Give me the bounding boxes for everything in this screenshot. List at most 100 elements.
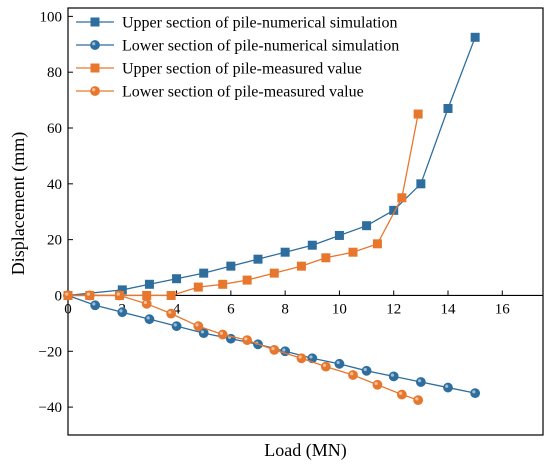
data-point bbox=[63, 290, 73, 301]
data-point bbox=[361, 365, 372, 376]
x-tick-label: 14 bbox=[441, 301, 457, 317]
data-point-highlight bbox=[143, 300, 148, 305]
data-point-highlight bbox=[173, 323, 177, 327]
x-tick-label: 0 bbox=[64, 301, 72, 317]
data-point-highlight bbox=[445, 384, 449, 388]
data-point bbox=[396, 389, 407, 400]
data-point bbox=[193, 282, 203, 292]
x-axis-title: Load (MN) bbox=[264, 440, 346, 461]
data-point bbox=[218, 279, 228, 289]
x-tick-label: 6 bbox=[227, 301, 235, 317]
data-point bbox=[269, 344, 280, 355]
y-tick-label: 40 bbox=[47, 177, 62, 193]
data-point-highlight bbox=[398, 391, 403, 395]
data-point-highlight bbox=[363, 367, 367, 372]
legend-marker bbox=[90, 40, 100, 50]
data-point bbox=[199, 268, 209, 278]
data-point bbox=[413, 109, 423, 119]
legend-label: Lower section of pile-measured value bbox=[122, 84, 364, 101]
data-point-highlight bbox=[119, 309, 123, 313]
data-point bbox=[348, 370, 358, 380]
data-point bbox=[117, 285, 127, 295]
y-axis-title: Displacement (mm) bbox=[8, 132, 29, 275]
data-point-highlight bbox=[86, 292, 91, 296]
y-tick-label: 60 bbox=[47, 121, 62, 137]
data-point bbox=[388, 371, 399, 382]
data-point bbox=[172, 274, 182, 284]
x-tick-label: 10 bbox=[332, 301, 347, 317]
data-point bbox=[296, 261, 306, 271]
data-point bbox=[397, 193, 407, 203]
data-point-highlight bbox=[322, 363, 327, 367]
legend-marker bbox=[90, 17, 100, 27]
data-point bbox=[280, 247, 290, 257]
data-point bbox=[166, 290, 176, 300]
data-point bbox=[372, 239, 382, 249]
x-tick-label: 16 bbox=[495, 301, 511, 317]
y-tick-label: 0 bbox=[55, 288, 63, 304]
data-point-highlight bbox=[282, 348, 286, 352]
data-point-highlight bbox=[195, 323, 199, 327]
data-point bbox=[141, 298, 152, 309]
data-point-highlight bbox=[390, 373, 395, 377]
data-point-highlight bbox=[417, 379, 422, 383]
data-point bbox=[443, 382, 453, 393]
data-point bbox=[372, 379, 383, 390]
data-point bbox=[320, 361, 331, 372]
y-tick-label: −40 bbox=[39, 400, 62, 416]
data-point bbox=[389, 205, 399, 215]
data-point-highlight bbox=[309, 355, 313, 359]
data-point-highlight bbox=[168, 310, 172, 314]
legend-item-2: Lower section of pile-numerical simulati… bbox=[76, 38, 399, 55]
data-point-highlight bbox=[271, 346, 275, 351]
series-line bbox=[68, 113, 419, 297]
legend-label: Upper section of pile-numerical simulati… bbox=[122, 15, 397, 32]
data-point bbox=[253, 254, 263, 264]
data-point bbox=[193, 321, 204, 332]
data-point bbox=[144, 279, 154, 289]
data-point bbox=[242, 335, 253, 346]
data-point bbox=[362, 221, 372, 231]
data-point-highlight bbox=[415, 397, 419, 401]
x-tick-label: 8 bbox=[281, 301, 289, 317]
x-tick-label: 12 bbox=[386, 301, 401, 317]
data-point bbox=[117, 307, 128, 318]
data-point bbox=[242, 275, 252, 285]
data-point bbox=[296, 353, 307, 364]
legend-item-4: Lower section of pile-measured value bbox=[76, 84, 364, 101]
data-point-highlight bbox=[298, 355, 302, 359]
x-axis-ticks: 0246810121416 bbox=[64, 290, 510, 317]
data-point bbox=[443, 103, 453, 113]
data-point bbox=[334, 230, 344, 240]
y-axis-ticks: −40 −20 0 20 40 60 80 100 bbox=[39, 9, 73, 416]
data-point-highlight bbox=[200, 330, 205, 334]
data-point bbox=[321, 253, 331, 263]
series-1 bbox=[63, 32, 480, 300]
y-tick-label: −20 bbox=[39, 344, 62, 360]
data-point-highlight bbox=[244, 337, 248, 341]
legend-label: Lower section of pile-numerical simulati… bbox=[122, 38, 399, 55]
data-point bbox=[470, 388, 481, 399]
legend-marker-highlight bbox=[92, 88, 96, 92]
data-point bbox=[226, 261, 236, 271]
data-point-highlight bbox=[92, 302, 96, 306]
data-point bbox=[307, 240, 317, 250]
data-point bbox=[470, 32, 480, 42]
data-point-highlight bbox=[336, 360, 340, 365]
data-point bbox=[413, 395, 424, 406]
data-point bbox=[415, 377, 426, 387]
y-tick-label: 100 bbox=[40, 9, 63, 25]
data-point bbox=[334, 358, 345, 369]
data-point bbox=[144, 314, 155, 325]
legend-label: Upper section of pile-measured value bbox=[122, 61, 362, 78]
data-point bbox=[114, 290, 125, 301]
series-layer bbox=[63, 32, 481, 406]
data-point bbox=[348, 247, 358, 257]
data-point-highlight bbox=[146, 316, 150, 320]
data-point-highlight bbox=[374, 381, 378, 386]
data-point-highlight bbox=[472, 390, 476, 394]
data-point-highlight bbox=[116, 292, 120, 296]
y-tick-label: 20 bbox=[47, 233, 62, 249]
data-point bbox=[416, 179, 426, 189]
